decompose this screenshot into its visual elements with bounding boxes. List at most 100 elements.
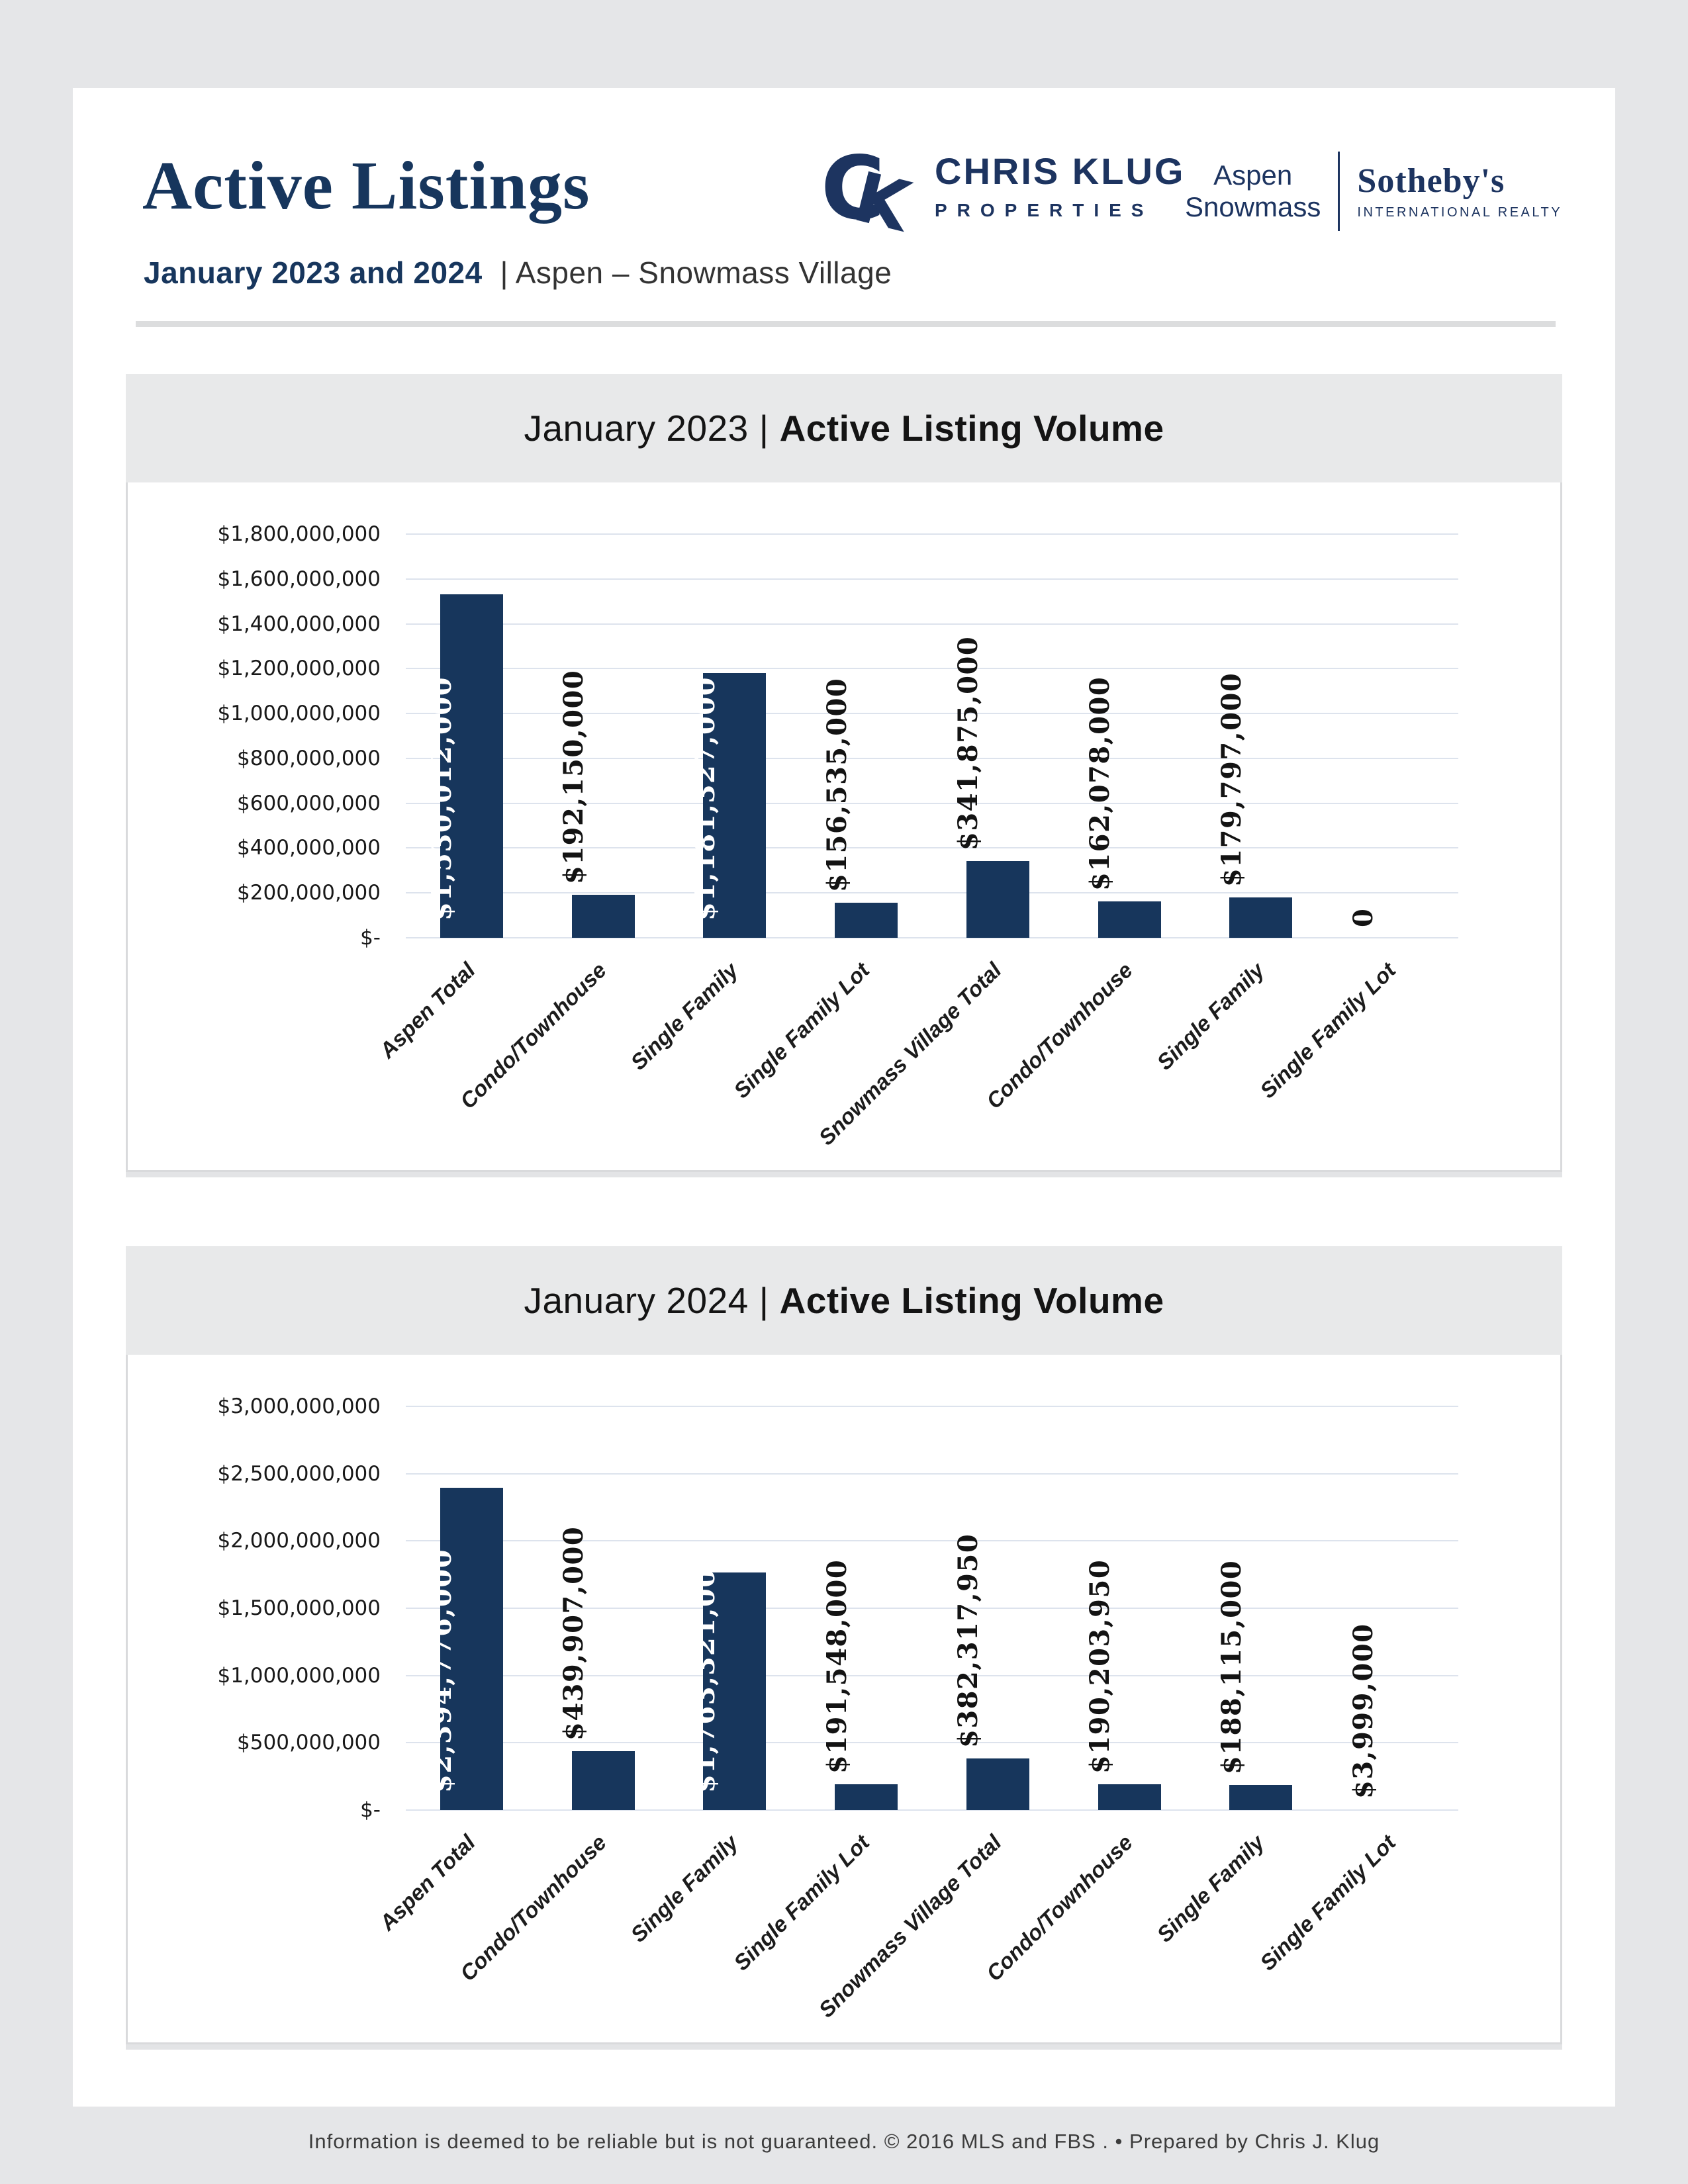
chart-title-prefix: January 2024 (524, 1280, 749, 1321)
chart-2024-plot-area: $3,000,000,000 $2,500,000,000 $2,000,000,0… (126, 1355, 1562, 2044)
gridline (406, 578, 1458, 580)
y-axis-tick-label: $400,000,000 (237, 836, 381, 860)
gridline (406, 802, 1458, 804)
bar-single-family (703, 672, 767, 938)
bar-value-label: $1,181,327,000 (689, 676, 721, 921)
y-axis-tick-label: $1,000,000,000 (217, 1663, 381, 1688)
sothebys-name: Sotheby's (1357, 161, 1505, 200)
bar-aspen-total (440, 1488, 503, 1810)
page-title: Active Listings (142, 148, 590, 224)
bar-condo-townhouse (571, 1751, 635, 1810)
bar-aspen-total (440, 594, 503, 938)
bar-value-label: $3,999,000 (1347, 1623, 1379, 1799)
bar-value-label: 0 (1347, 907, 1379, 927)
bar-value-label: $1,763,321,000 (689, 1549, 721, 1793)
category-tick-label: Single Family Lot (729, 1830, 874, 1976)
bar-value-label: $191,548,000 (821, 1559, 853, 1774)
sothebys-wordmark: Sotheby's INTERNATIONAL REALTY (1357, 161, 1563, 220)
bar-condo-townhouse (1098, 1784, 1161, 1810)
subtitle-period: January 2023 and 2024 (144, 255, 483, 290)
bar-single-family-lot (835, 902, 898, 938)
y-axis-tick-label: $1,400,000,000 (217, 612, 381, 636)
bar-single-family (1229, 897, 1293, 938)
category-tick-label: Condo/Townhouse (982, 958, 1138, 1114)
ck-logo-text: CHRIS KLUG PROPERTIES (935, 152, 1185, 220)
gridline (406, 668, 1458, 670)
bar-value-label: $382,317,950 (953, 1533, 984, 1749)
affiliate-region-line1: Aspen (1213, 159, 1293, 191)
affiliate-region-line2: Snowmass (1185, 191, 1321, 222)
chart-2023-plot-area: $1,800,000,000 $1,600,000,000 $1,400,000,0… (126, 482, 1562, 1172)
y-axis-tick-label: $1,600,000,000 (217, 567, 381, 591)
y-axis-tick-label: $2,000,000,000 (217, 1529, 381, 1553)
header-divider (136, 321, 1556, 327)
y-axis-tick-label: $3,000,000,000 (217, 1394, 381, 1418)
gridline (406, 1608, 1458, 1609)
bar-value-label: $1,530,012,000 (426, 676, 458, 921)
bar-value-label: $156,535,000 (821, 677, 853, 892)
category-tick-label: Aspen Total (374, 1830, 480, 1935)
bar-value-label: $192,150,000 (558, 669, 590, 884)
affiliate-region: Aspen Snowmass (1185, 159, 1321, 223)
monogram-c: C (821, 138, 885, 240)
category-tick-label: Single Family (1152, 958, 1270, 1075)
gridline (406, 533, 1458, 535)
y-axis-tick-label: $- (360, 1798, 381, 1822)
aspen-snowmass-sothebys-logo: Aspen Snowmass Sotheby's INTERNATIONAL R… (1185, 152, 1562, 231)
bar-value-label: $188,115,000 (1215, 1559, 1247, 1774)
bar-single-family (1229, 1784, 1293, 1810)
brand-name: CHRIS KLUG (935, 150, 1186, 192)
y-axis-tick-label: $1,800,000,000 (217, 522, 381, 546)
category-tick-label: Single Family (626, 958, 743, 1075)
ck-monogram-icon: C K (821, 138, 927, 248)
chart-title-separator: | (759, 408, 769, 449)
bar-condo-townhouse (1098, 901, 1161, 938)
sothebys-sub: INTERNATIONAL REALTY (1357, 205, 1563, 220)
bar-snowmass-village-total (966, 861, 1029, 938)
y-axis-tick-label: $1,200,000,000 (217, 657, 381, 681)
category-tick-label: Condo/Townhouse (455, 958, 612, 1114)
gridline (406, 623, 1458, 625)
gridline (406, 1540, 1458, 1542)
gridline (406, 1742, 1458, 1744)
report-subtitle: January 2023 and 2024 | Aspen – Snowmass… (144, 255, 892, 291)
bar-value-label: $162,078,000 (1084, 676, 1116, 891)
chart-2023-section: January 2023 | Active Listing Volume $1,… (126, 374, 1562, 1172)
bar-value-label: $179,797,000 (1215, 672, 1247, 887)
category-tick-label: Condo/Townhouse (982, 1830, 1138, 1986)
y-axis-tick-label: $2,500,000,000 (217, 1461, 381, 1486)
chart-2024-section: January 2024 | Active Listing Volume $3,… (126, 1246, 1562, 2044)
bar-single-family (703, 1572, 767, 1810)
gridline (406, 1809, 1458, 1811)
gridline (406, 1406, 1458, 1407)
gridline (406, 757, 1458, 759)
affiliate-divider (1338, 152, 1340, 231)
y-axis-tick-label: $500,000,000 (237, 1731, 381, 1755)
bar-value-label: $341,875,000 (953, 635, 984, 851)
category-tick-label: Single Family (626, 1830, 743, 1947)
y-axis-tick-label: $800,000,000 (237, 746, 381, 770)
subtitle-location: | Aspen – Snowmass Village (500, 255, 892, 290)
category-tick-label: Single Family Lot (1255, 958, 1401, 1103)
bar-value-label: $2,394,776,000 (426, 1549, 458, 1793)
bar-single-family-lot (835, 1784, 898, 1810)
chart-title-emphasis: Active Listing Volume (779, 408, 1164, 449)
gridline (406, 713, 1458, 715)
y-axis-tick-label: $200,000,000 (237, 881, 381, 905)
category-tick-label: Single Family (1152, 1830, 1270, 1947)
y-axis-tick-label: $1,500,000,000 (217, 1596, 381, 1620)
category-tick-label: Single Family Lot (1255, 1830, 1401, 1976)
gridline (406, 847, 1458, 849)
footer-disclaimer: Information is deemed to be reliable but… (308, 2130, 1380, 2153)
y-axis-tick-label: $600,000,000 (237, 791, 381, 815)
chart-title-separator: | (759, 1280, 769, 1321)
bar-value-label: $439,907,000 (558, 1525, 590, 1741)
bar-snowmass-village-total (966, 1758, 1029, 1810)
y-axis-tick-label: $1,000,000,000 (217, 702, 381, 726)
category-tick-label: Condo/Townhouse (455, 1830, 612, 1986)
gridline (406, 1674, 1458, 1676)
gridline (406, 1473, 1458, 1475)
chart-2023-title: January 2023 | Active Listing Volume (126, 374, 1562, 482)
chart-title-prefix: January 2023 (524, 408, 749, 449)
gridline (406, 937, 1458, 938)
